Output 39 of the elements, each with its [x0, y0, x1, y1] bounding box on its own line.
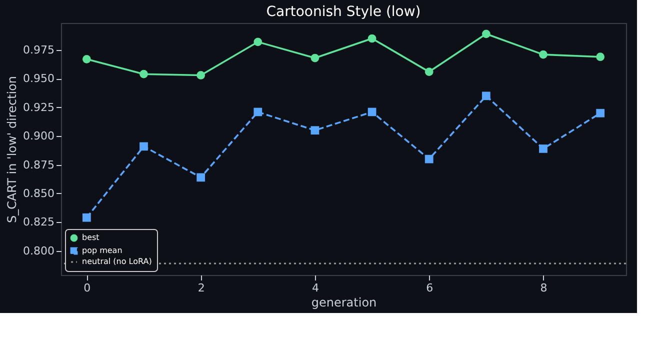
y-tick-label: 0.950: [23, 72, 54, 86]
point: [482, 92, 490, 100]
y-tick-label: 0.975: [23, 43, 54, 56]
legend-label: best: [82, 233, 100, 242]
point: [482, 30, 490, 38]
x-tick-label: 0: [84, 282, 91, 294]
legend-label: pop mean: [82, 246, 122, 255]
point: [196, 173, 206, 182]
point: [254, 38, 262, 46]
x-tick-label: 4: [312, 282, 319, 294]
y-tick-label: 0.825: [23, 216, 54, 229]
y-tick-label: 0.850: [23, 186, 54, 200]
chart-title: Cartoonish Style (low): [266, 4, 421, 20]
point: [196, 71, 206, 80]
x-tick-label: 6: [426, 282, 434, 294]
point: [368, 108, 376, 116]
y-tick-label: 0.900: [23, 130, 54, 143]
point: [539, 50, 548, 59]
point: [424, 68, 434, 76]
point: [254, 108, 262, 116]
point: [368, 34, 376, 43]
x-axis-title: generation: [311, 296, 377, 310]
x-tick-label: 8: [540, 282, 548, 294]
y-axis-title: S_CART in 'low' direction: [5, 76, 20, 224]
x-tick-label: 2: [198, 282, 205, 294]
y-tick-label: 0.875: [23, 158, 54, 172]
y-tick-label: 0.925: [23, 100, 54, 114]
point: [82, 54, 91, 64]
y-tick-label: 0.800: [23, 244, 54, 258]
point: [82, 213, 91, 222]
point: [596, 52, 604, 62]
ref-line-label: neutral (no LoRA): [82, 257, 152, 266]
point: [140, 70, 148, 78]
point: [140, 142, 148, 151]
point: [310, 54, 320, 62]
point: [424, 154, 434, 164]
point: [596, 108, 604, 118]
point: [539, 144, 548, 153]
point: [310, 126, 320, 135]
